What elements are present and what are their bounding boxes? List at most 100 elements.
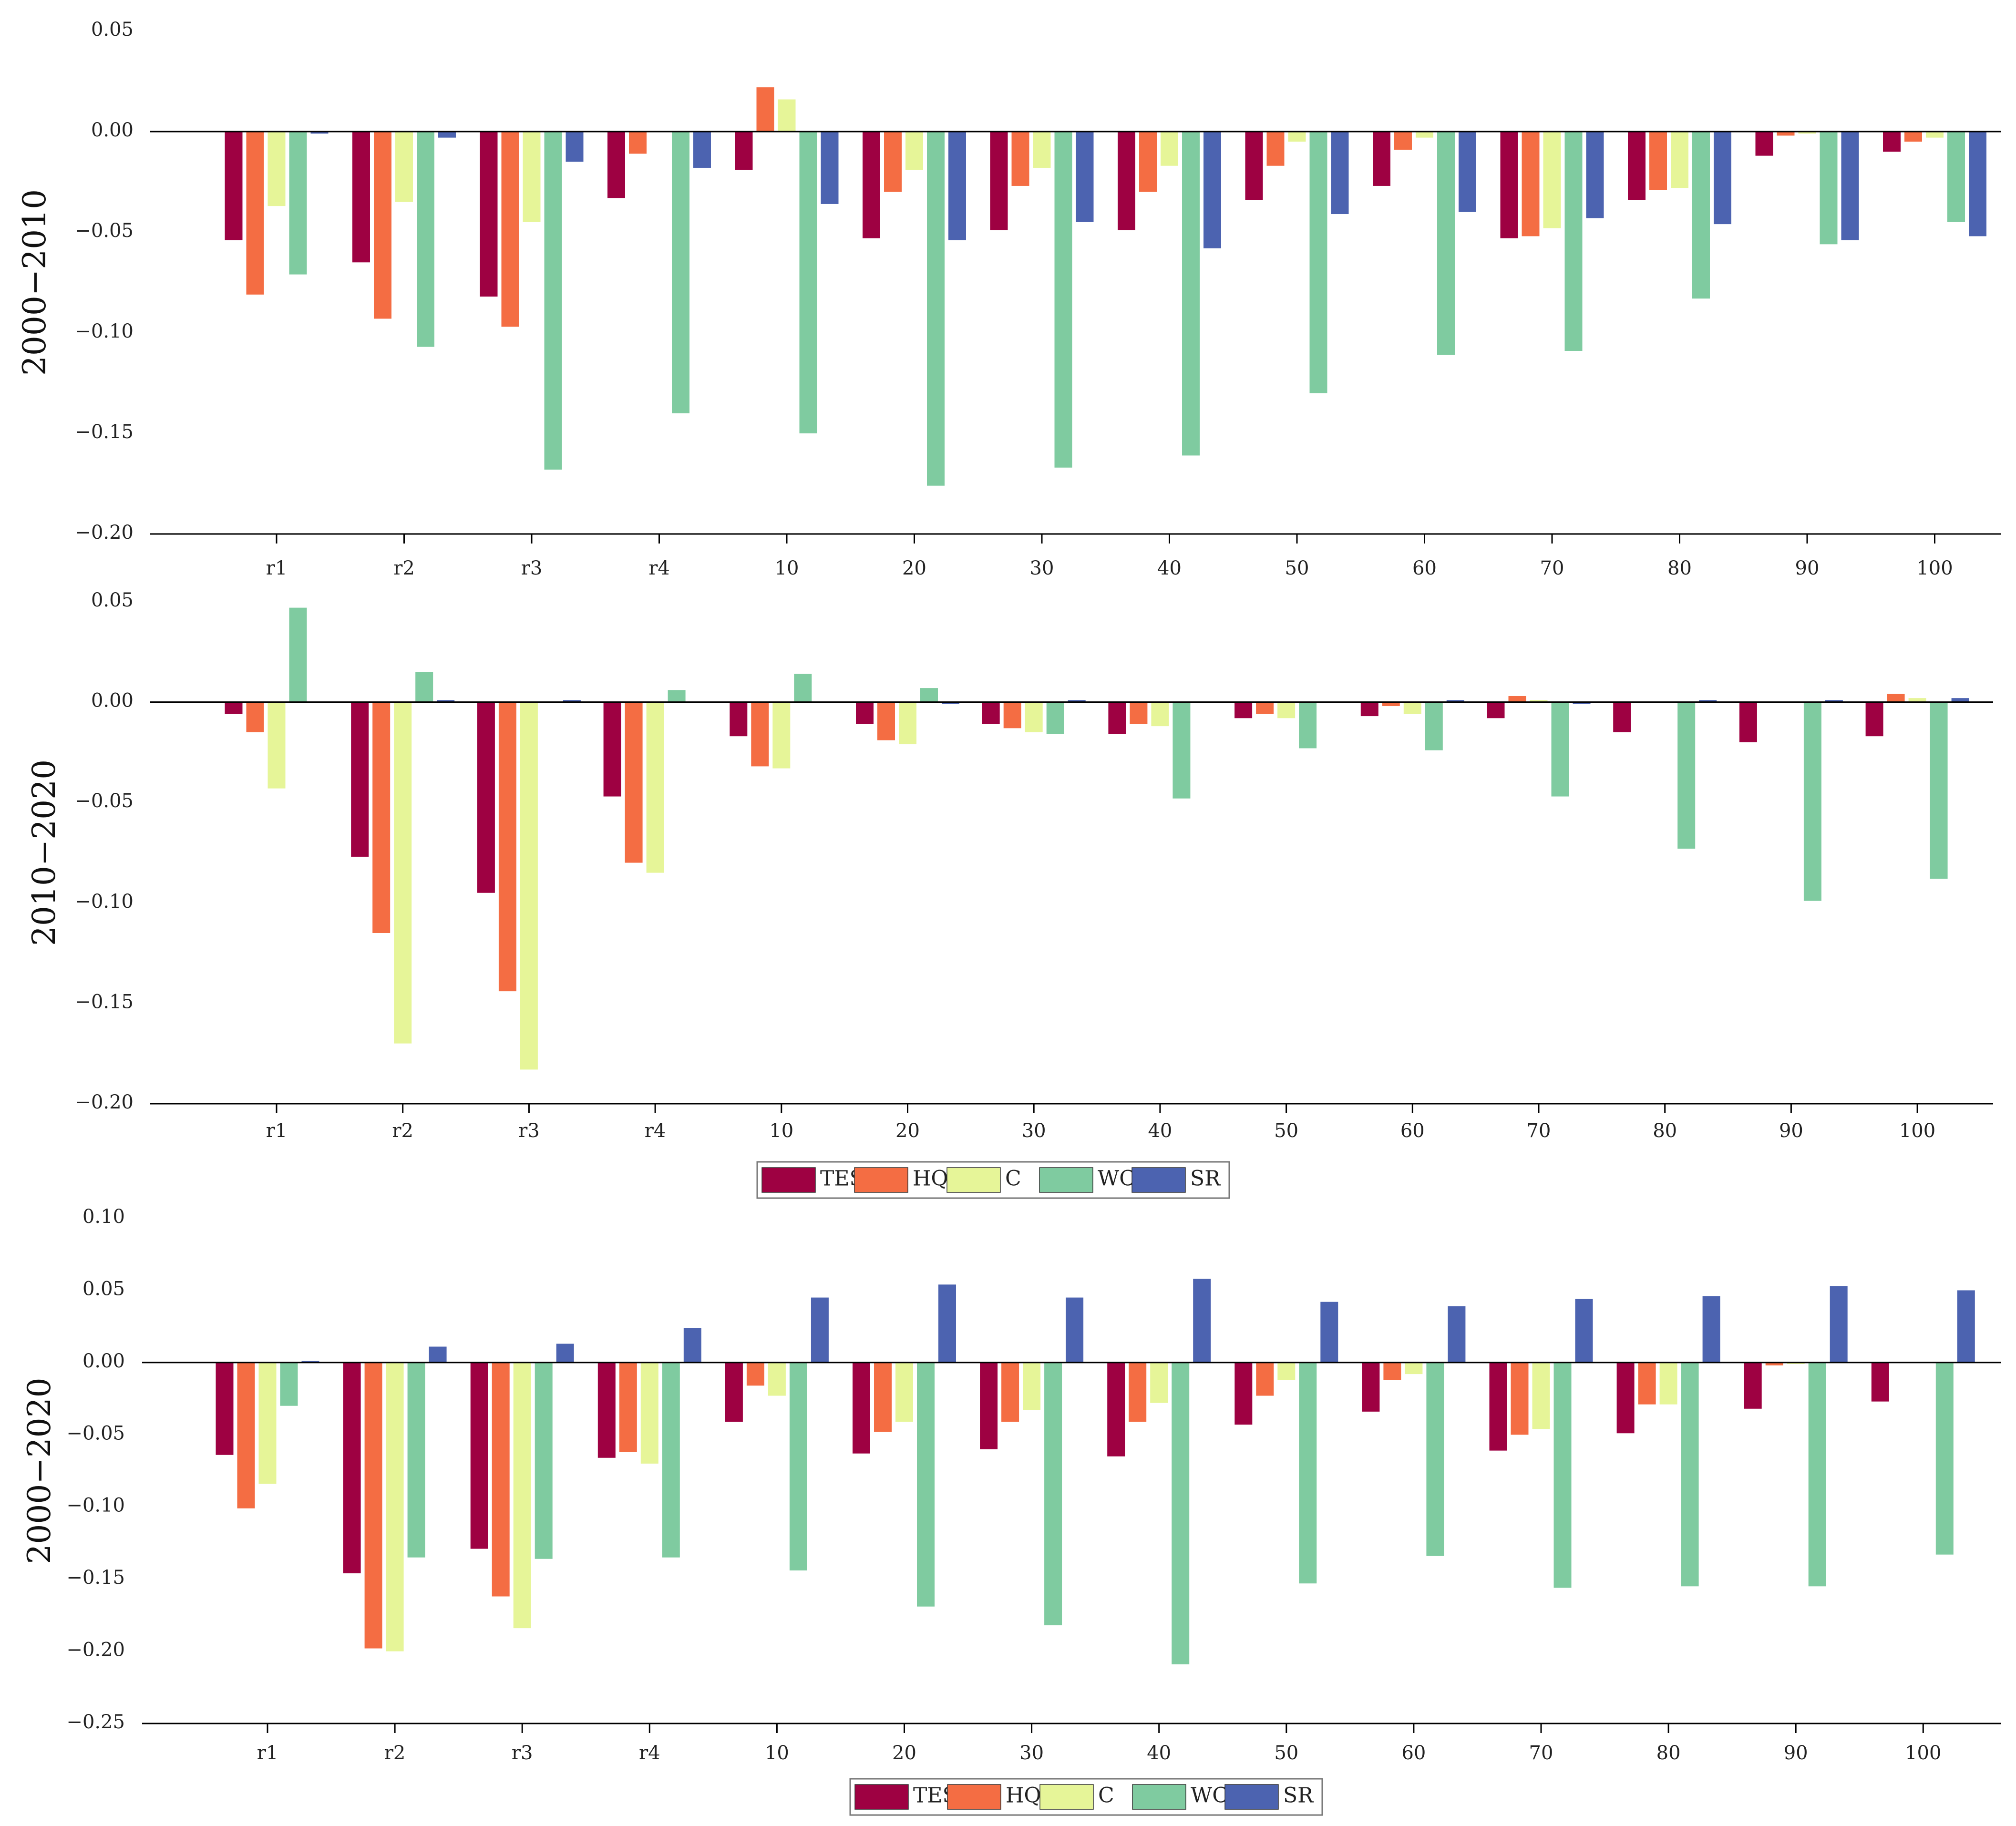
bar-wc — [1564, 132, 1583, 351]
legend-label-hq: HQ — [1006, 1784, 1041, 1808]
bar-sr — [1446, 700, 1464, 702]
x-tick-label: 50 — [1285, 557, 1309, 579]
bar-tes — [982, 702, 1000, 724]
bar-sr — [1573, 702, 1591, 704]
legend-label-wc: WC — [1191, 1784, 1228, 1808]
bar-sr — [438, 132, 456, 138]
chart-panel-2: 2010−2020 −0.20 −0.15 −0.10 −0.05 0.00 0.05 r1 r… — [26, 589, 1993, 1199]
bar-hq — [374, 132, 391, 319]
x-tick-label: 10 — [769, 1120, 793, 1142]
chart-panel-1: 2000−2010 −0.20 −0.15 −0.10 −0.05 0.00 0.05 r1 r… — [16, 19, 2001, 579]
bar-sr — [1699, 700, 1717, 702]
bar-sr — [1969, 132, 1986, 236]
legend-swatch-hq — [854, 1167, 908, 1193]
bar-sr — [938, 1284, 956, 1363]
bar-c — [523, 132, 541, 222]
bar-sr — [1841, 132, 1859, 240]
x-tick-label: r1 — [257, 1742, 278, 1764]
bar-wc — [1173, 702, 1191, 799]
bar-tes — [1871, 1362, 1889, 1402]
x-tick-label: r3 — [512, 1742, 533, 1764]
y-tick-label: 0.05 — [91, 589, 134, 611]
bar-hq — [884, 132, 902, 192]
bar-tes — [990, 132, 1008, 230]
bar-c — [1150, 1362, 1168, 1403]
x-tick-label: r2 — [392, 1120, 413, 1142]
bar-wc — [289, 607, 307, 702]
x-tick-label: 70 — [1529, 1742, 1553, 1764]
bar-hq — [1382, 702, 1400, 707]
bar-sr — [1066, 1297, 1084, 1363]
x-tick-label: 60 — [1401, 1742, 1426, 1764]
bar-hq — [1511, 1362, 1529, 1435]
legend-label-c: C — [1005, 1167, 1021, 1191]
bar-hq — [246, 702, 264, 732]
bar-c — [258, 1362, 277, 1484]
bar-sr — [811, 1297, 829, 1363]
bar-wc — [1803, 702, 1821, 901]
bar-tes — [351, 702, 369, 857]
bar-c — [1277, 1362, 1296, 1380]
bar-tes — [1739, 702, 1757, 742]
bar-tes — [1865, 702, 1883, 737]
bar-wc — [1046, 702, 1064, 734]
bar-wc — [662, 1362, 680, 1558]
bar-sr — [1825, 700, 1843, 702]
y-tick-label: −0.05 — [75, 220, 134, 242]
bar-tes — [352, 132, 370, 263]
bar-hq — [874, 1362, 892, 1432]
bar-wc — [1172, 1362, 1190, 1664]
bar-sr — [1951, 698, 1969, 702]
x-tick-label: r4 — [648, 557, 670, 579]
bar-c — [1033, 132, 1051, 168]
legend-swatch-sr — [1224, 1784, 1279, 1810]
bar-hq — [751, 702, 769, 767]
legend-swatch-wc — [1132, 1784, 1186, 1810]
x-tick-label: 70 — [1540, 557, 1564, 579]
bar-hq — [1130, 702, 1148, 724]
bar-tes — [1234, 702, 1253, 718]
x-tick-label: 60 — [1400, 1120, 1425, 1142]
bar-sr — [1203, 132, 1221, 248]
x-tick-label: r3 — [521, 557, 543, 579]
bar-sr — [1586, 132, 1604, 218]
bar-sr — [1459, 132, 1476, 212]
legend-swatch-tes — [854, 1784, 909, 1810]
y-tick-label: 0.00 — [91, 690, 134, 712]
bar-wc — [1426, 1362, 1444, 1556]
x-tick-label: r3 — [518, 1120, 540, 1142]
legend-swatch-wc — [1039, 1167, 1093, 1193]
legend-swatch-hq — [947, 1784, 1001, 1810]
bar-tes — [216, 1362, 234, 1455]
bar-c — [1277, 702, 1296, 718]
bar-sr — [301, 1361, 319, 1363]
bar-c — [1530, 700, 1548, 702]
y-tick-label: −0.25 — [66, 1711, 125, 1733]
x-tick-label: 100 — [1899, 1120, 1935, 1142]
bar-sr — [566, 132, 584, 162]
bar-sr — [1068, 700, 1086, 702]
bar-tes — [1487, 702, 1505, 718]
bar-hq — [372, 702, 391, 933]
bar-hq — [498, 702, 516, 992]
y-tick-label: −0.15 — [66, 1567, 125, 1589]
x-tick-label: 80 — [1656, 1742, 1681, 1764]
bar-sr — [942, 702, 959, 704]
y-tick-label: −0.10 — [75, 891, 134, 913]
bar-tes — [1616, 1362, 1635, 1434]
bar-hq — [629, 132, 647, 154]
bar-c — [395, 132, 413, 202]
x-tick-label: 20 — [902, 557, 926, 579]
bar-sr — [1575, 1299, 1593, 1363]
x-tick-label: 30 — [1022, 1120, 1046, 1142]
bar-wc — [1681, 1362, 1699, 1587]
bar-c — [768, 1362, 786, 1396]
bar-hq — [364, 1362, 382, 1649]
bar-wc — [417, 132, 434, 347]
legend-swatch-c — [946, 1167, 1001, 1193]
x-tick-label: 40 — [1147, 1742, 1171, 1764]
y-tick-label: −0.10 — [75, 320, 134, 342]
bar-c — [640, 1362, 658, 1464]
bar-hq — [1383, 1362, 1401, 1380]
chart-panel-3: 2000−2020 −0.25 −0.20 −0.15 −0.10 −0.05 0.00 0.… — [21, 1206, 2001, 1816]
